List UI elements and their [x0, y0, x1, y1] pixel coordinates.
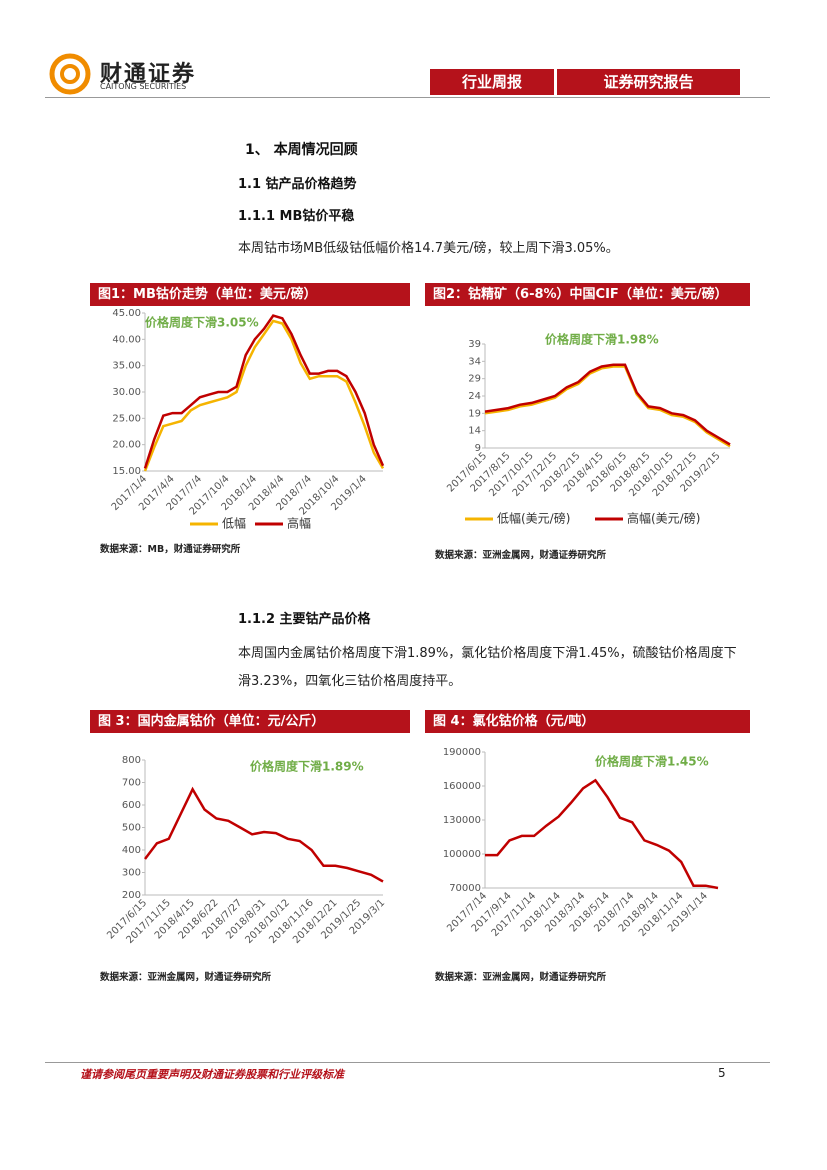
- annotation: 价格周度下滑1.89%: [250, 759, 364, 774]
- y-tick-label: 400: [122, 845, 141, 856]
- y-tick-label: 24: [468, 391, 481, 402]
- paragraph: 本周国内金属钴价格周度下滑1.89%，氯化钴价格周度下滑1.45%，硫酸钴价格周…: [238, 646, 737, 689]
- paragraph: 本周钴市场MB低级钴低幅价格14.7美元/磅，较上周下滑3.05%。: [238, 241, 619, 256]
- heading: 1.1 钴产品价格趋势: [238, 177, 357, 192]
- y-tick-label: 800: [122, 755, 141, 766]
- data-line: [485, 778, 719, 890]
- y-tick-label: 19: [468, 408, 481, 419]
- y-tick-label: 15.00: [112, 466, 141, 477]
- chart: 2003004005006007008002017/6/152017/11/15…: [105, 755, 387, 946]
- y-tick-label: 29: [468, 374, 481, 385]
- y-tick-label: 600: [122, 800, 141, 811]
- tag: 证券研究报告: [557, 69, 740, 95]
- chart: 15.0020.0025.0030.0035.0040.0045.002017/…: [110, 308, 385, 531]
- chart-source: 数据来源：亚洲金属网，财通证券研究所: [435, 550, 607, 561]
- chart: 91419242934392017/6/152017/8/152017/10/1…: [445, 332, 731, 526]
- y-tick-label: 20.00: [112, 440, 141, 451]
- rule: [45, 1062, 770, 1063]
- page-number: 5: [718, 1066, 726, 1080]
- legend-label: 低幅: [222, 516, 246, 531]
- logo-en: CAITONG SECURITIES: [100, 82, 187, 91]
- chart-title: 图 4：氯化钴价格（元/吨）: [425, 710, 750, 733]
- legend-label: 高幅(美元/磅): [627, 511, 700, 526]
- data-line: [484, 363, 731, 446]
- y-tick-label: 35.00: [112, 361, 141, 372]
- y-tick-label: 30.00: [112, 387, 141, 398]
- heading: 1.1.1 MB钴价平稳: [238, 209, 355, 224]
- annotation: 价格周度下滑1.45%: [595, 754, 709, 769]
- data-line: [484, 365, 731, 448]
- chart-source: 数据来源：MB，财通证券研究所: [100, 544, 241, 555]
- chart-title: 图1：MB钴价走势（单位：美元/磅）: [90, 283, 410, 306]
- logo-cn: 财通证券: [100, 62, 197, 87]
- y-tick-label: 160000: [443, 781, 481, 792]
- y-tick-label: 40.00: [112, 334, 141, 345]
- logo-icon: [49, 53, 91, 95]
- y-tick-label: 9: [475, 443, 481, 454]
- y-tick-label: 100000: [443, 849, 481, 860]
- heading: 1.1.2 主要钴产品价格: [238, 612, 371, 627]
- data-line: [143, 319, 385, 472]
- y-tick-label: 700: [122, 778, 141, 789]
- y-tick-label: 25.00: [112, 413, 141, 424]
- rule: [45, 97, 770, 98]
- disclaimer: 谨请参阅尾页重要声明及财通证券股票和行业评级标准: [80, 1068, 344, 1081]
- y-tick-label: 14: [468, 426, 481, 437]
- annotation: 价格周度下滑3.05%: [145, 315, 259, 330]
- legend-label: 高幅: [287, 516, 311, 531]
- y-tick-label: 70000: [449, 883, 481, 894]
- chart: 700001000001300001600001900002017/7/1420…: [443, 747, 719, 939]
- chart-source: 数据来源：亚洲金属网，财通证券研究所: [100, 972, 272, 983]
- annotation: 价格周度下滑1.98%: [545, 332, 659, 347]
- chart-title: 图 3：国内金属钴价（单位：元/公斤）: [90, 710, 410, 733]
- y-tick-label: 190000: [443, 747, 481, 758]
- y-tick-label: 300: [122, 868, 141, 879]
- y-tick-label: 34: [468, 356, 481, 367]
- y-tick-label: 130000: [443, 815, 481, 826]
- heading: 1、 本周情况回顾: [245, 142, 358, 158]
- data-line: [143, 314, 385, 469]
- data-line: [144, 786, 384, 883]
- y-tick-label: 39: [468, 339, 481, 350]
- y-tick-label: 200: [122, 890, 141, 901]
- y-tick-label: 45.00: [112, 308, 141, 319]
- tag: 行业周报: [430, 69, 554, 95]
- y-tick-label: 500: [122, 823, 141, 834]
- chart-title: 图2：钴精矿（6-8%）中国CIF（单位：美元/磅）: [425, 283, 750, 306]
- chart-source: 数据来源：亚洲金属网，财通证券研究所: [435, 972, 607, 983]
- legend-label: 低幅(美元/磅): [497, 511, 570, 526]
